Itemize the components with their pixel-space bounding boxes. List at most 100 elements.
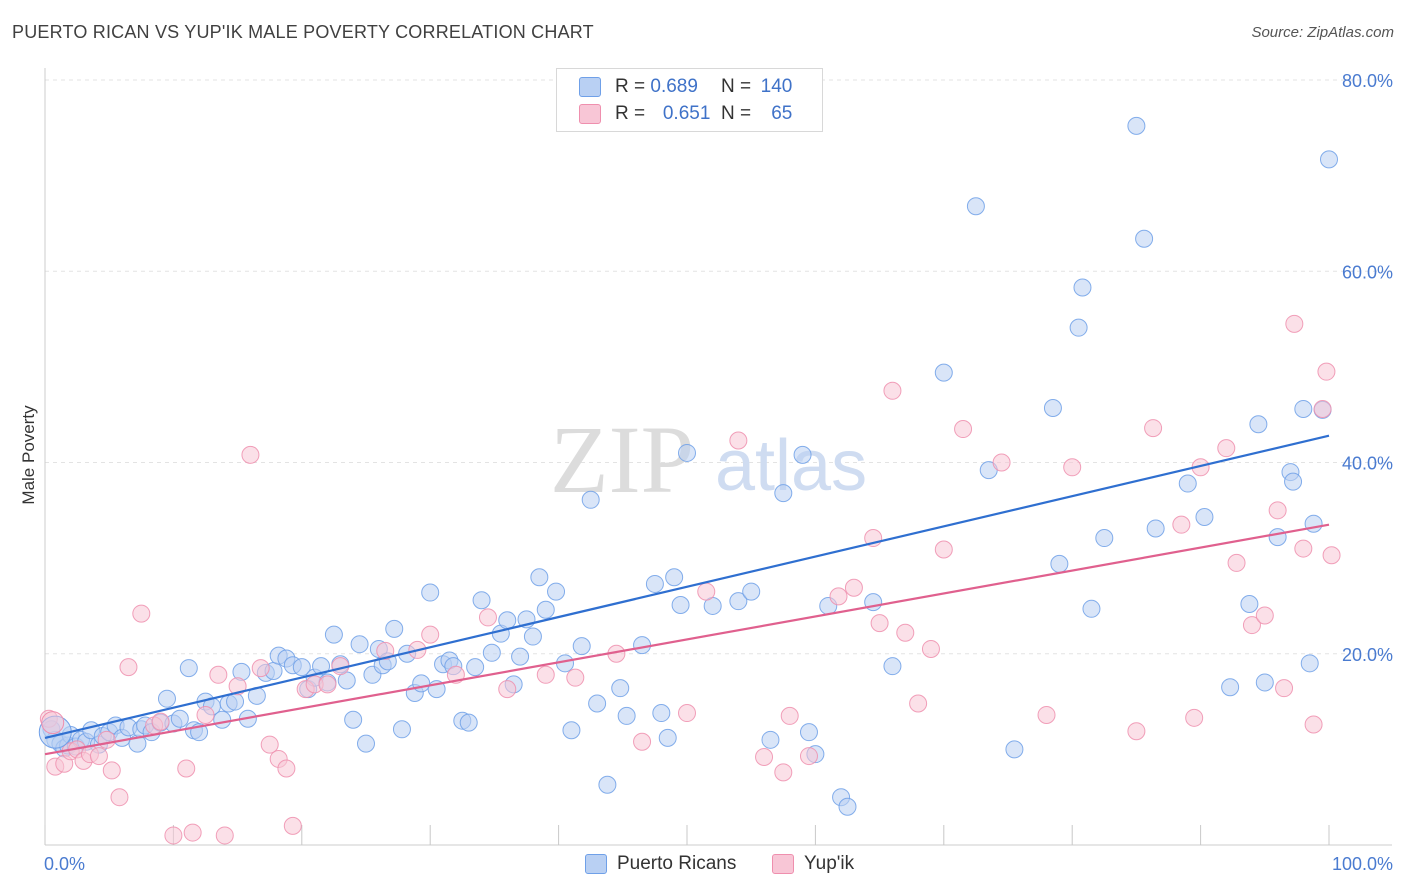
point-yupik: [729, 431, 748, 450]
point-yupik: [421, 625, 440, 644]
bottom-legend-label: Puerto Ricans: [617, 853, 737, 874]
point-puerto-ricans: [412, 674, 431, 693]
point-puerto-ricans: [392, 720, 411, 739]
legend-swatch-pink: [579, 104, 601, 124]
x-tick-label-min: 0.0%: [44, 854, 85, 874]
point-puerto-ricans: [1249, 415, 1268, 434]
correlation-legend: R = 0.689 N = 140 R = 0.651 N = 65: [556, 68, 823, 132]
point-puerto-ricans: [1146, 519, 1165, 538]
point-yupik: [1242, 616, 1261, 635]
point-puerto-ricans: [774, 484, 793, 503]
x-tick-label-max: 100.0%: [1332, 854, 1393, 874]
point-puerto-ricans: [1221, 678, 1240, 697]
point-yupik: [844, 578, 863, 597]
point-yupik: [251, 659, 270, 678]
point-puerto-ricans: [1255, 673, 1274, 692]
point-puerto-ricans: [581, 490, 600, 509]
bottom-legend-label: Yup'ik: [804, 853, 855, 874]
legend-n-value: 140: [760, 76, 793, 97]
legend-r-label: R =: [615, 103, 646, 124]
point-puerto-ricans: [665, 568, 684, 587]
watermark: ZIP atlas: [550, 406, 867, 513]
point-yupik: [1322, 546, 1341, 565]
point-yupik: [870, 614, 889, 633]
point-puerto-ricans: [588, 694, 607, 713]
source-label: Source: ZipAtlas.com: [1251, 24, 1394, 41]
point-puerto-ricans: [671, 595, 690, 614]
point-yupik: [633, 732, 652, 751]
point-puerto-ricans: [170, 709, 189, 728]
y-tick-label: 40.0%: [1342, 454, 1393, 474]
y-tick-label: 60.0%: [1342, 262, 1393, 282]
point-puerto-ricans: [678, 443, 696, 462]
point-puerto-ricans: [1043, 398, 1062, 417]
y-axis-label: Male Poverty: [19, 405, 38, 505]
point-puerto-ricans: [1268, 528, 1287, 547]
point-puerto-ricans: [658, 728, 677, 747]
point-yupik: [799, 747, 818, 766]
point-puerto-ricans: [617, 706, 636, 725]
point-yupik: [241, 445, 260, 464]
point-puerto-ricans: [934, 363, 953, 382]
point-yupik: [1285, 314, 1304, 333]
point-yupik: [883, 381, 902, 400]
point-yupik: [566, 668, 585, 687]
point-yupik: [1172, 515, 1191, 534]
point-puerto-ricans: [883, 657, 902, 676]
point-puerto-ricans: [1135, 229, 1154, 248]
point-yupik: [1313, 399, 1332, 418]
point-yupik: [1217, 439, 1236, 458]
point-yupik: [376, 641, 395, 660]
bottom-legend-yupik: Yup'ik: [772, 851, 854, 877]
point-puerto-ricans: [1300, 654, 1319, 673]
point-yupik: [1294, 539, 1313, 558]
point-puerto-ricans: [1073, 278, 1092, 297]
point-yupik: [896, 623, 915, 642]
point-yupik: [774, 763, 793, 782]
trend-line-puerto-ricans: [44, 434, 1330, 739]
point-puerto-ricans: [1294, 399, 1313, 418]
point-puerto-ricans: [324, 625, 343, 644]
point-puerto-ricans: [598, 775, 617, 794]
point-yupik: [498, 680, 517, 699]
point-yupik: [318, 675, 337, 694]
point-yupik: [1144, 419, 1163, 438]
point-puerto-ricans: [511, 647, 530, 666]
grid-lines: [45, 79, 1392, 655]
point-puerto-ricans: [482, 643, 501, 662]
point-yupik: [196, 705, 215, 724]
legend-swatch-blue: [579, 77, 601, 97]
point-yupik: [260, 735, 279, 754]
point-yupik: [1304, 715, 1323, 734]
point-yupik: [1255, 606, 1274, 625]
point-puerto-ricans: [1284, 472, 1303, 491]
point-yupik: [97, 730, 116, 749]
point-puerto-ricans: [1127, 116, 1146, 135]
point-yupik: [277, 759, 296, 778]
point-yupik: [283, 816, 302, 835]
data-points: [38, 116, 1341, 845]
legend-row-puerto-ricans: R = 0.689 N = 140: [579, 74, 792, 100]
point-yupik: [1185, 708, 1204, 727]
point-puerto-ricans: [421, 583, 440, 602]
point-puerto-ricans: [572, 637, 591, 656]
point-yupik: [119, 658, 138, 677]
point-puerto-ricans: [344, 710, 363, 729]
bottom-legend-swatch-pink: [772, 854, 794, 874]
point-yupik: [478, 608, 497, 627]
point-yupik: [102, 761, 121, 780]
point-yupik: [1317, 362, 1336, 381]
point-puerto-ricans: [1240, 595, 1259, 614]
bottom-legend-swatch-blue: [585, 854, 607, 874]
chart-title: PUERTO RICAN VS YUP'IK MALE POVERTY CORR…: [12, 22, 594, 42]
point-puerto-ricans: [536, 600, 555, 619]
point-yupik: [183, 823, 202, 842]
point-puerto-ricans: [1050, 554, 1069, 573]
watermark-zip: ZIP: [550, 406, 694, 513]
point-puerto-ricans: [530, 568, 549, 587]
point-yupik: [934, 540, 953, 559]
legend-r-value: 0.651: [662, 103, 711, 124]
point-yupik: [909, 694, 928, 713]
point-yupik: [1037, 705, 1056, 724]
y-tick-label: 20.0%: [1342, 645, 1393, 665]
